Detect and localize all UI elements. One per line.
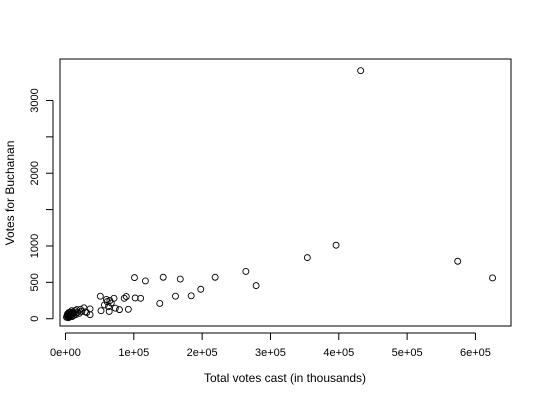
data-point (110, 294, 118, 302)
data-point (252, 282, 260, 290)
data-point (83, 309, 91, 316)
data-point (78, 307, 86, 315)
data-point (131, 274, 138, 282)
data-point (357, 67, 365, 75)
data-point (86, 305, 94, 313)
y-axis-title: Votes for Buchanan (3, 141, 17, 246)
data-point (197, 285, 205, 293)
data-point (156, 299, 164, 307)
data-point (105, 307, 113, 315)
x-tick-label: 3e+05 (255, 347, 286, 359)
y-axis: 0 500 1000 2000 3000 (29, 88, 54, 322)
y-tick-label: 2000 (29, 161, 41, 185)
x-tick-label: 0e+00 (50, 347, 81, 359)
data-point (115, 306, 123, 314)
data-point (68, 313, 76, 320)
y-tick-label: 500 (29, 273, 41, 291)
x-axis: 0e+00 1e+05 2e+05 3e+05 4e+05 5e+05 6e+05 (50, 332, 491, 359)
data-point (122, 293, 130, 300)
data-point (96, 292, 104, 300)
x-tick-label: 5e+05 (392, 347, 423, 359)
data-point (124, 305, 132, 313)
data-point (97, 307, 105, 315)
data-point (111, 304, 119, 312)
data-point (489, 274, 496, 282)
data-point (332, 241, 340, 249)
x-tick-label: 6e+05 (460, 347, 491, 359)
data-point (303, 254, 311, 262)
x-tick-label: 1e+05 (118, 347, 149, 359)
plot-frame (59, 58, 512, 327)
data-point (86, 311, 94, 319)
y-tick-label: 3000 (29, 88, 41, 112)
data-point (176, 275, 184, 283)
data-point (120, 294, 128, 302)
data-point (131, 294, 139, 302)
data-point (137, 294, 145, 302)
x-axis-title: Total votes cast (in thousands) (204, 371, 366, 385)
x-tick-label: 4e+05 (323, 347, 354, 359)
data-point (187, 292, 195, 300)
data-point (242, 267, 250, 275)
data-point (141, 277, 149, 285)
y-tick-label: 1000 (29, 234, 41, 258)
data-points (63, 67, 496, 322)
data-point (454, 257, 462, 265)
data-point (159, 273, 167, 281)
data-point (172, 292, 179, 300)
data-point (211, 273, 219, 281)
y-tick-label: 0 (29, 316, 41, 322)
x-tick-label: 2e+05 (187, 347, 218, 359)
